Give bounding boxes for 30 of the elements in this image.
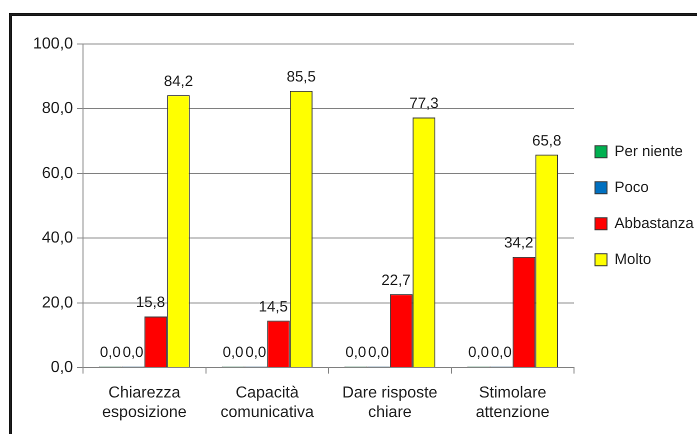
- data-label: 77,3: [409, 95, 439, 112]
- data-label: 0,0: [245, 344, 266, 362]
- data-label: 34,2: [504, 234, 534, 252]
- x-tick-label: Chiarezza esposizione: [102, 384, 187, 421]
- data-label: 0,0: [100, 344, 121, 362]
- x-tick-label: Capacità comunicativa: [220, 384, 314, 421]
- data-label: 65,8: [532, 132, 562, 150]
- x-tick-label: Stimolare attenzione: [476, 384, 550, 421]
- y-tick-label: 80,0: [42, 100, 74, 118]
- data-label: 84,2: [164, 72, 194, 90]
- y-tick-label: 20,0: [42, 294, 74, 312]
- legend-label: Per niente: [614, 142, 683, 160]
- legend-label: Molto: [614, 250, 652, 268]
- legend-label: Abbastanza: [614, 214, 694, 232]
- data-label: 15,8: [136, 294, 166, 312]
- data-label: 0,0: [122, 344, 144, 362]
- data-label: 85,5: [286, 68, 316, 86]
- data-label: 0,0: [345, 344, 366, 362]
- y-tick-label: 0,0: [50, 359, 74, 376]
- x-tick-label: Dare risposte chiare: [342, 384, 438, 421]
- data-label: 0,0: [468, 344, 489, 362]
- y-tick-label: 40,0: [42, 230, 74, 247]
- legend-label: Poco: [614, 178, 649, 196]
- data-label: 22,7: [381, 272, 411, 289]
- y-tick-label: 100,0: [32, 35, 74, 52]
- data-label: 14,5: [258, 298, 288, 316]
- data-label: 0,0: [490, 344, 512, 362]
- data-label: 0,0: [368, 344, 389, 362]
- y-tick-label: 60,0: [42, 164, 74, 182]
- data-label: 0,0: [222, 344, 244, 362]
